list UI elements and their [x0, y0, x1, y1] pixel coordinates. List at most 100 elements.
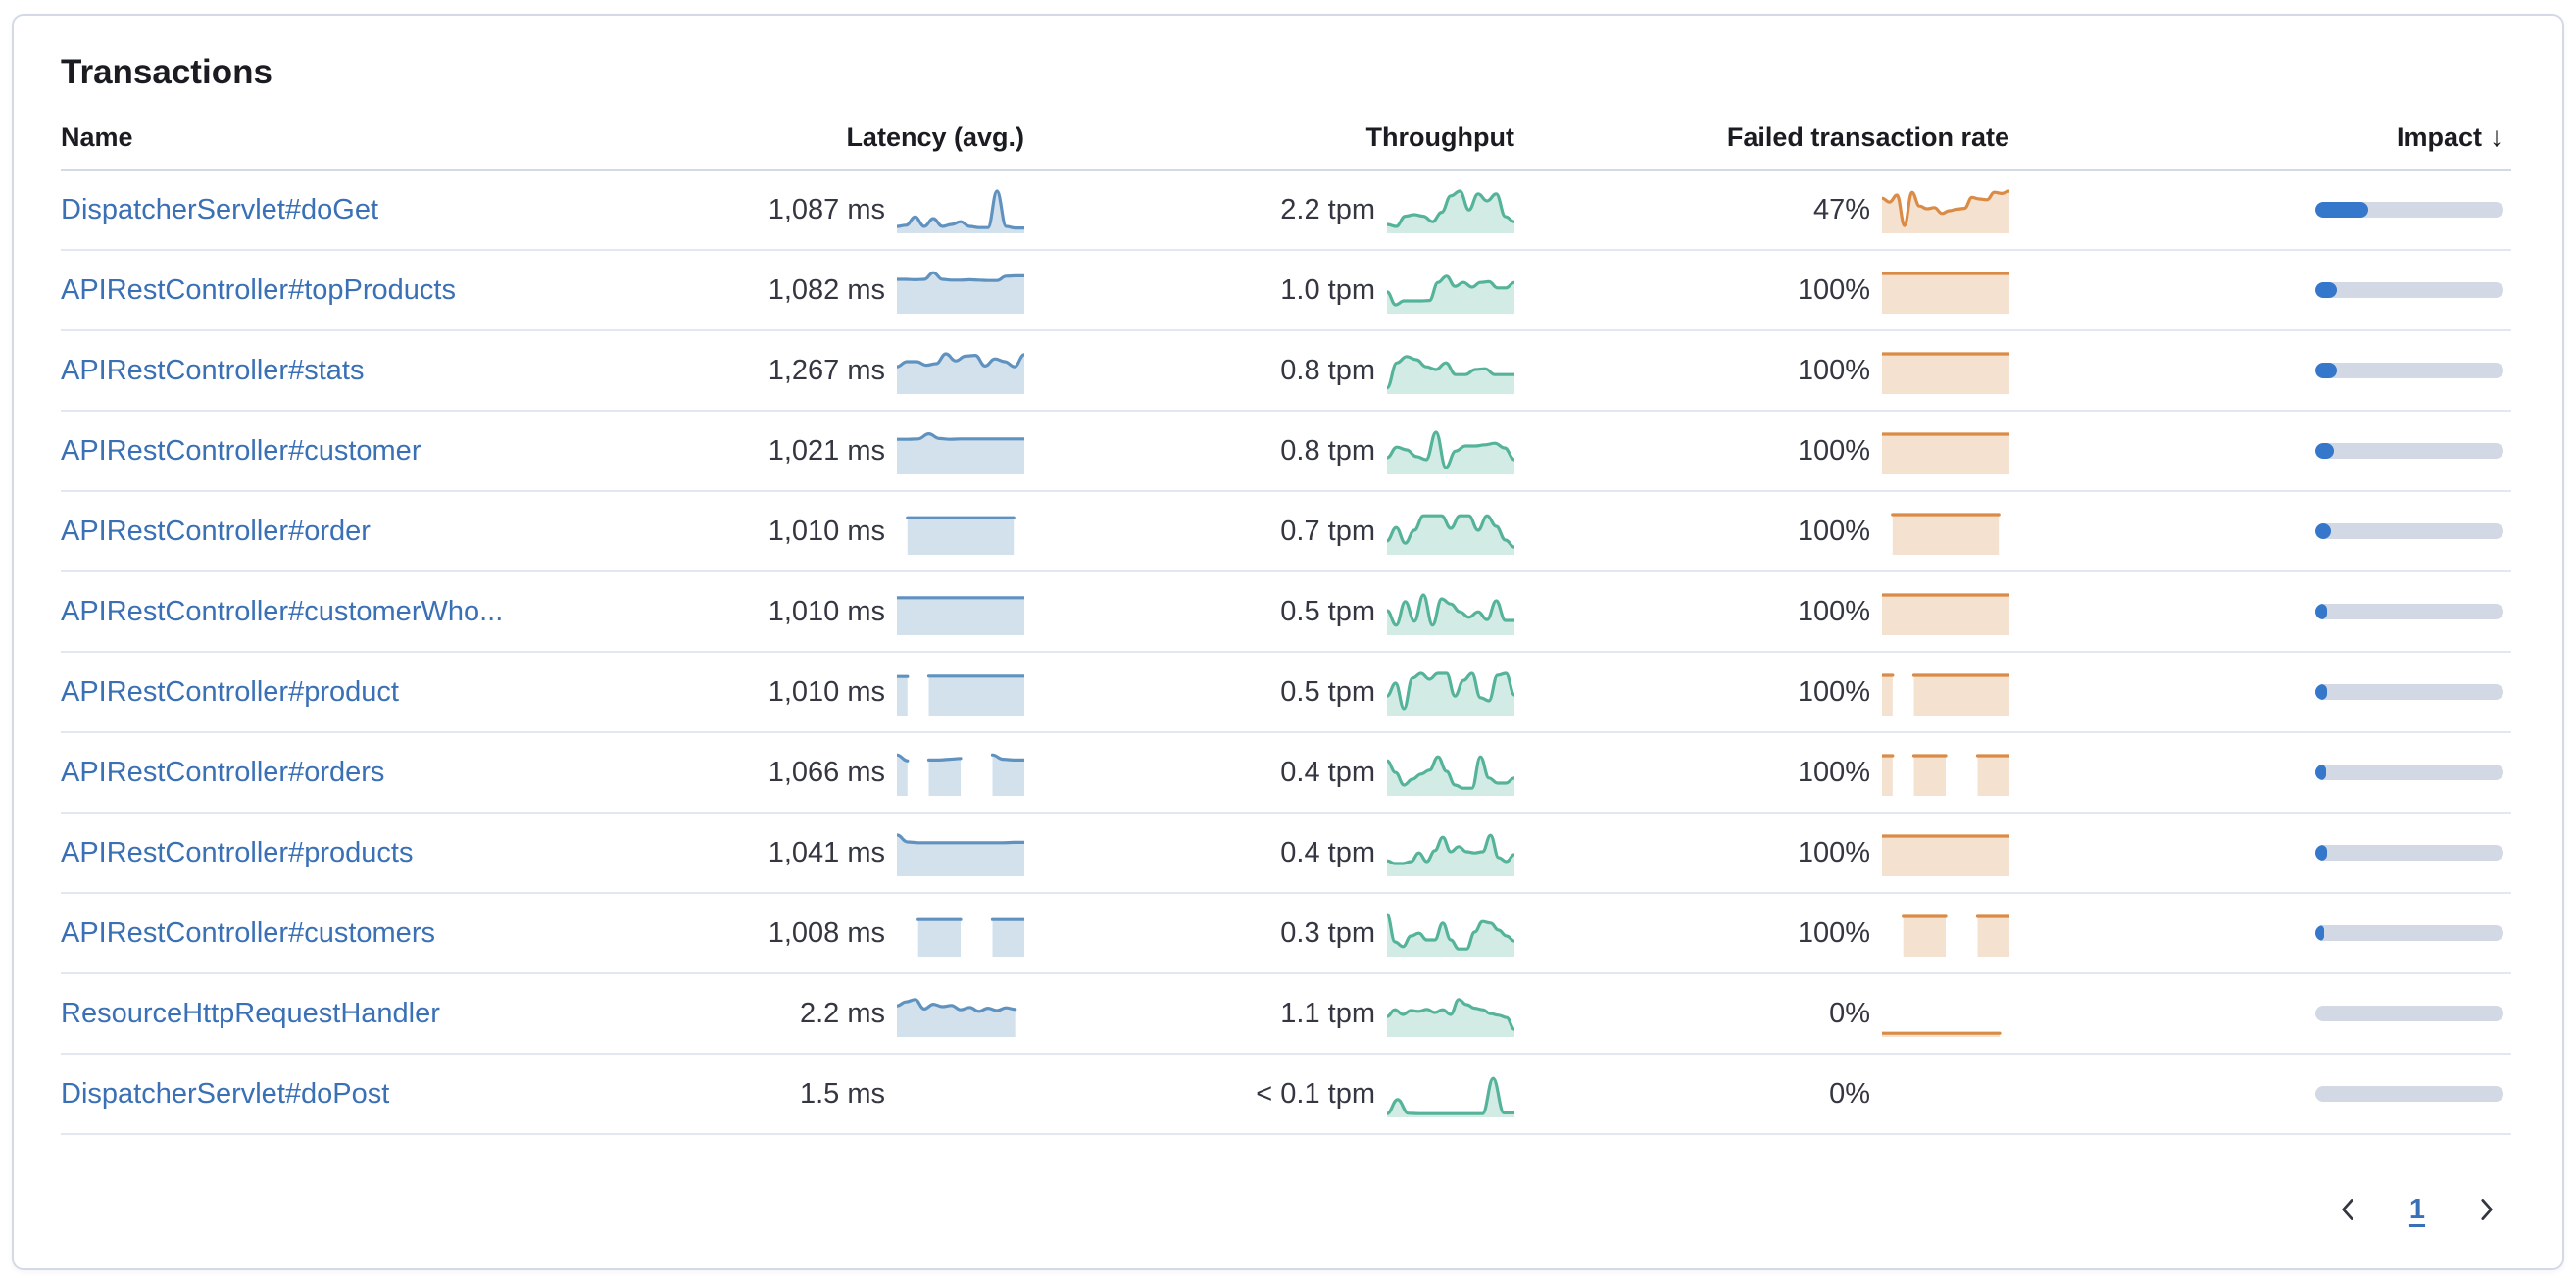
impact-bar [2315, 765, 2503, 780]
transaction-name-link[interactable]: APIRestController#product [61, 675, 399, 708]
throughput-sparkline [1387, 913, 1514, 957]
transaction-name-link[interactable]: APIRestController#products [61, 836, 414, 868]
column-header-impact[interactable]: Impact ↓ [2009, 122, 2511, 153]
latency-sparkline [897, 753, 1024, 796]
throughput-value: 2.2 tpm [1280, 193, 1375, 225]
throughput-sparkline [1387, 833, 1514, 876]
failed-rate-value: 100% [1797, 515, 1870, 547]
throughput-value: 0.5 tpm [1280, 595, 1375, 627]
table-row: APIRestController#orders 1,066 ms 0.4 tp… [61, 733, 2511, 814]
failed-rate-sparkline [1882, 352, 2009, 394]
transaction-name-link[interactable]: APIRestController#customer [61, 434, 421, 467]
latency-sparkline [897, 674, 1024, 716]
table-row: ResourceHttpRequestHandler 2.2 ms 1.1 tp… [61, 974, 2511, 1055]
chevron-left-icon [2342, 1199, 2353, 1220]
table-row: APIRestController#topProducts 1,082 ms 1… [61, 251, 2511, 331]
failed-rate-value: 100% [1797, 836, 1870, 868]
throughput-value: 0.8 tpm [1280, 434, 1375, 467]
sort-descending-icon: ↓ [2490, 122, 2503, 152]
throughput-value: 0.5 tpm [1280, 675, 1375, 708]
latency-sparkline [897, 596, 1024, 635]
transaction-name-link[interactable]: APIRestController#topProducts [61, 273, 456, 306]
table-body: DispatcherServlet#doGet 1,087 ms 2.2 tpm… [61, 171, 2511, 1135]
failed-rate-sparkline [1882, 673, 2009, 716]
failed-rate-value: 0% [1829, 997, 1870, 1029]
table-row: APIRestController#customerWho... 1,010 m… [61, 572, 2511, 653]
throughput-sparkline [1387, 274, 1514, 314]
throughput-sparkline [1387, 593, 1514, 635]
transaction-name-link[interactable]: APIRestController#orders [61, 756, 385, 788]
throughput-value: 0.3 tpm [1280, 916, 1375, 949]
column-header-throughput[interactable]: Throughput [1365, 123, 1514, 152]
failed-rate-sparkline [1891, 513, 2001, 555]
impact-bar [2315, 363, 2503, 378]
impact-bar [2315, 523, 2503, 539]
impact-bar-fill [2315, 282, 2338, 298]
impact-bar-fill [2315, 845, 2327, 861]
failed-rate-sparkline [1882, 432, 2009, 474]
failed-rate-sparkline [1882, 189, 2009, 233]
throughput-value: 0.4 tpm [1280, 756, 1375, 788]
latency-value: 1,082 ms [768, 273, 885, 306]
column-header-latency[interactable]: Latency (avg.) [846, 123, 1024, 152]
latency-sparkline [897, 998, 1017, 1037]
latency-value: 1,041 ms [768, 836, 885, 868]
panel-title: Transactions [61, 53, 272, 91]
impact-bar [2315, 1086, 2503, 1102]
next-page-button[interactable] [2464, 1188, 2507, 1231]
table-row: APIRestController#customer 1,021 ms 0.8 … [61, 412, 2511, 492]
failed-rate-value: 100% [1797, 756, 1870, 788]
failed-rate-value: 100% [1797, 354, 1870, 386]
table-row: APIRestController#stats 1,267 ms 0.8 tpm… [61, 331, 2511, 412]
pagination: 1 [61, 1184, 2511, 1235]
column-header-failed-rate[interactable]: Failed transaction rate [1726, 123, 2009, 152]
latency-value: 1,066 ms [768, 756, 885, 788]
throughput-sparkline [1387, 355, 1514, 394]
throughput-sparkline [1387, 755, 1514, 796]
impact-bar-fill [2315, 202, 2368, 218]
transaction-name-link[interactable]: DispatcherServlet#doGet [61, 193, 378, 225]
impact-bar [2315, 282, 2503, 298]
impact-bar [2315, 202, 2503, 218]
impact-bar-fill [2315, 765, 2326, 780]
impact-bar-fill [2315, 925, 2324, 941]
transaction-name-link[interactable]: APIRestController#customerWho... [61, 595, 504, 627]
throughput-sparkline [1387, 998, 1514, 1037]
table-row: APIRestController#product 1,010 ms 0.5 t… [61, 653, 2511, 733]
impact-bar-fill [2315, 523, 2332, 539]
impact-bar [2315, 925, 2503, 941]
impact-bar-fill [2315, 443, 2335, 459]
latency-sparkline [897, 352, 1024, 394]
failed-rate-value: 100% [1797, 434, 1870, 467]
throughput-sparkline [1387, 189, 1514, 233]
table-row: APIRestController#customers 1,008 ms 0.3… [61, 894, 2511, 974]
failed-rate-sparkline [1882, 754, 2009, 796]
impact-bar-fill [2315, 363, 2338, 378]
latency-sparkline [897, 189, 1024, 233]
page-number-button[interactable]: 1 [2396, 1188, 2439, 1231]
latency-value: 1,010 ms [768, 515, 885, 547]
failed-rate-sparkline [1882, 272, 2009, 314]
latency-sparkline [897, 833, 1024, 876]
transaction-name-link[interactable]: APIRestController#customers [61, 916, 435, 949]
failed-rate-value: 100% [1797, 595, 1870, 627]
table-row: APIRestController#products 1,041 ms 0.4 … [61, 814, 2511, 894]
table-header-row: Name Latency (avg.) Throughput Failed tr… [61, 94, 2511, 171]
throughput-sparkline [1387, 514, 1514, 555]
failed-rate-value: 100% [1797, 675, 1870, 708]
transaction-name-link[interactable]: ResourceHttpRequestHandler [61, 997, 440, 1029]
throughput-value: 0.7 tpm [1280, 515, 1375, 547]
failed-rate-value: 0% [1829, 1077, 1870, 1110]
table-row: DispatcherServlet#doGet 1,087 ms 2.2 tpm… [61, 171, 2511, 251]
previous-page-button[interactable] [2327, 1188, 2370, 1231]
transaction-name-link[interactable]: DispatcherServlet#doPost [61, 1077, 390, 1110]
transaction-name-link[interactable]: APIRestController#stats [61, 354, 365, 386]
impact-bar-fill [2315, 604, 2328, 619]
throughput-value: 1.0 tpm [1280, 273, 1375, 306]
impact-bar-fill [2315, 684, 2327, 700]
transaction-name-link[interactable]: APIRestController#order [61, 515, 371, 547]
latency-value: 1,008 ms [768, 916, 885, 949]
latency-value: 1,087 ms [768, 193, 885, 225]
impact-bar [2315, 684, 2503, 700]
impact-bar [2315, 1006, 2503, 1021]
